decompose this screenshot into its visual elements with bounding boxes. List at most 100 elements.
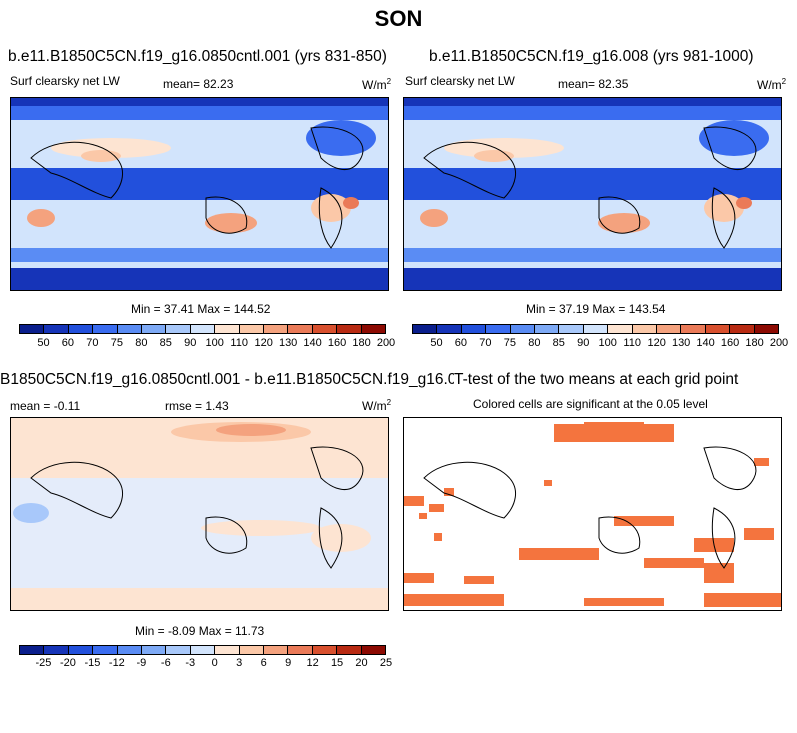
- colorbar-swatch: [461, 325, 487, 333]
- colorbar-tick-label: 85: [159, 337, 172, 349]
- colorbar-tick-label: -3: [185, 657, 196, 669]
- colorbar-swatch: [44, 646, 69, 654]
- figure-title: SON: [374, 6, 423, 31]
- colorbar-swatch: [413, 325, 438, 333]
- panel1-colorbar: [19, 324, 386, 334]
- colorbar-tick-label: 80: [135, 337, 148, 349]
- colorbar-swatch: [583, 325, 609, 333]
- colorbar-tick-label: 50: [430, 337, 443, 349]
- colorbar-tick-label: 60: [454, 337, 468, 349]
- colorbar-tick-label: 12: [306, 657, 319, 669]
- colorbar-swatch: [190, 646, 216, 654]
- colorbar-swatch: [68, 325, 94, 333]
- colorbar-swatch: [535, 325, 560, 333]
- panel3-units: W/m2: [362, 398, 392, 413]
- colorbar-tick-label: 9: [285, 657, 292, 669]
- panel1-colorbar-ticks: 50 60 70 75 80 85 90 100 110 120 130 140 160 180 200: [19, 337, 395, 351]
- panel3-colorbar-ticks: -25 -20 -15 -12 -9 -6 -3 0 3 6 9 12 15 20 25: [19, 657, 393, 671]
- colorbar-tick-label: 130: [671, 337, 691, 349]
- colorbar-tick-label: 50: [37, 337, 50, 349]
- colorbar-swatch: [754, 325, 779, 333]
- panel2-title: b.e11.B1850C5CN.f19_g16.008 (yrs 981-100…: [429, 48, 754, 65]
- panel2-units: W/m2: [757, 77, 787, 92]
- colorbar-tick-label: 200: [376, 337, 396, 349]
- colorbar-swatch: [312, 325, 338, 333]
- panel3-title: B1850C5CN.f19_g16.0850cntl.001 - b.e11.B…: [0, 371, 474, 388]
- panel2-map: [403, 97, 782, 291]
- colorbar-tick-label: -20: [59, 657, 76, 669]
- panel1-min-max: Min = 37.41 Max = 144.52: [131, 302, 271, 316]
- colorbar-swatch: [117, 646, 143, 654]
- colorbar-swatch: [215, 646, 240, 654]
- colorbar-tick-label: 100: [205, 337, 224, 349]
- colorbar-swatch: [20, 646, 45, 654]
- colorbar-tick-label: 70: [86, 337, 99, 349]
- panel4-subtitle: Colored cells are significant at the 0.0…: [473, 397, 708, 411]
- colorbar-swatch: [215, 325, 240, 333]
- colorbar-swatch: [730, 325, 755, 333]
- colorbar-tick-label: 110: [230, 337, 248, 349]
- colorbar-tick-label: 20: [355, 657, 368, 669]
- colorbar-tick-label: 6: [260, 657, 267, 669]
- colorbar-tick-label: 120: [254, 337, 273, 349]
- panel1-map-plot: [11, 98, 388, 290]
- colorbar-swatch: [608, 325, 633, 333]
- colorbar-swatch: [288, 646, 313, 654]
- colorbar-swatch: [486, 325, 511, 333]
- colorbar-tick-label: 120: [647, 337, 666, 349]
- panel4-map-plot: [404, 418, 781, 610]
- panel3-min-max: Min = -8.09 Max = 11.73: [135, 624, 265, 638]
- colorbar-tick-label: 200: [769, 337, 789, 349]
- panel2-map-plot: [404, 98, 781, 290]
- panel3-map: [10, 417, 389, 611]
- colorbar-swatch: [312, 646, 338, 654]
- colorbar-swatch: [142, 646, 167, 654]
- colorbar-tick-label: 85: [552, 337, 565, 349]
- colorbar-swatch: [142, 325, 167, 333]
- colorbar-swatch: [705, 325, 731, 333]
- colorbar-tick-label: 0: [211, 657, 218, 669]
- colorbar-swatch: [657, 325, 682, 333]
- colorbar-swatch: [681, 325, 706, 333]
- colorbar-swatch: [361, 646, 386, 654]
- colorbar-tick-label: -15: [84, 657, 101, 669]
- panel4-map: [403, 417, 782, 611]
- colorbar-tick-label: 75: [503, 337, 516, 349]
- colorbar-swatch: [361, 325, 386, 333]
- colorbar-tick-label: 180: [352, 337, 371, 349]
- panel4-title: T-test of the two means at each grid poi…: [454, 371, 739, 389]
- panel1-title: b.e11.B1850C5CN.f19_g16.0850cntl.001 (yr…: [8, 48, 387, 65]
- colorbar-tick-label: -12: [108, 657, 125, 669]
- colorbar-tick-label: -6: [160, 657, 171, 669]
- colorbar-tick-label: 140: [696, 337, 715, 349]
- colorbar-swatch: [20, 325, 45, 333]
- colorbar-tick-label: 70: [479, 337, 492, 349]
- panel2-variable-label: Surf clearsky net LW: [405, 74, 515, 88]
- panel3-colorbar: [19, 645, 386, 655]
- colorbar-swatch: [632, 325, 658, 333]
- colorbar-tick-label: 80: [528, 337, 541, 349]
- colorbar-swatch: [239, 325, 265, 333]
- colorbar-tick-label: 100: [598, 337, 617, 349]
- colorbar-swatch: [239, 646, 265, 654]
- colorbar-tick-label: -25: [35, 657, 52, 669]
- panel1-map: [10, 97, 389, 291]
- colorbar-swatch: [93, 325, 118, 333]
- colorbar-tick-label: 25: [379, 657, 393, 669]
- colorbar-swatch: [264, 646, 289, 654]
- colorbar-tick-label: 90: [577, 337, 590, 349]
- colorbar-swatch: [288, 325, 313, 333]
- colorbar-swatch: [117, 325, 143, 333]
- colorbar-swatch: [559, 325, 584, 333]
- colorbar-tick-label: 15: [330, 657, 344, 669]
- colorbar-swatch: [166, 325, 191, 333]
- colorbar-tick-label: -9: [136, 657, 147, 669]
- colorbar-swatch: [44, 325, 69, 333]
- colorbar-swatch: [437, 325, 462, 333]
- colorbar-swatch: [337, 646, 362, 654]
- colorbar-tick-label: 160: [720, 337, 740, 349]
- panel3-rmse: rmse = 1.43: [165, 399, 229, 413]
- colorbar-tick-label: 160: [327, 337, 347, 349]
- panel2-colorbar: [412, 324, 779, 334]
- colorbar-swatch: [337, 325, 362, 333]
